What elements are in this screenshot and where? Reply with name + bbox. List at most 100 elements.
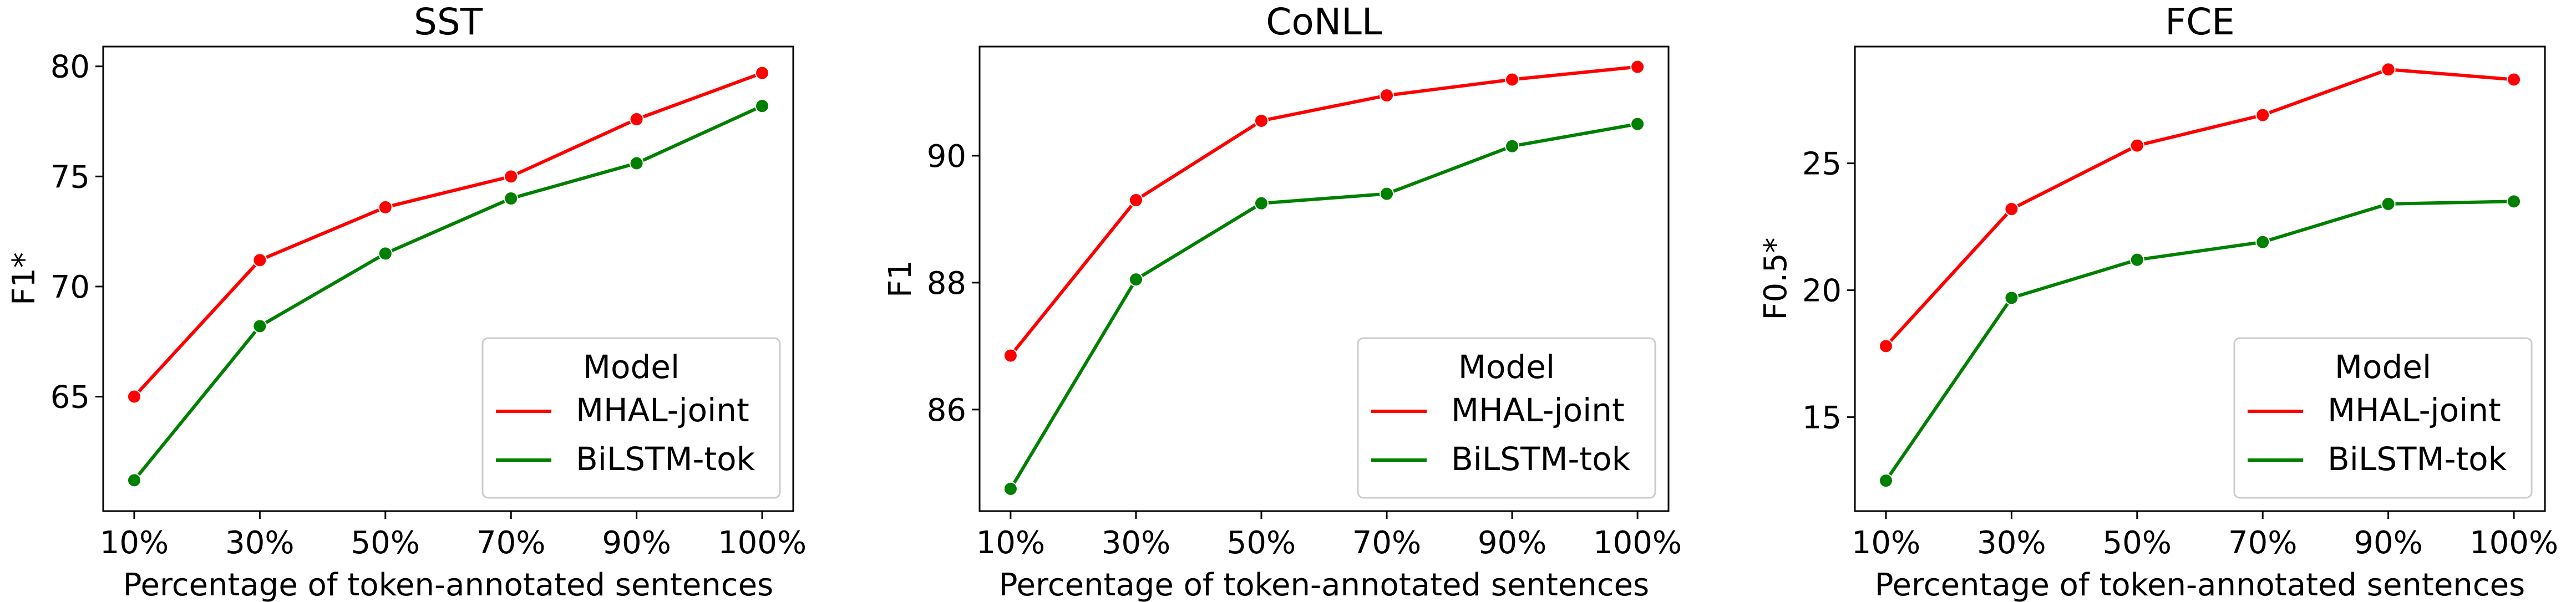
legend-label-mhal-joint: MHAL-joint <box>2327 391 2501 429</box>
data-point-mhal-joint <box>1254 113 1269 128</box>
data-point-bilstm-tok <box>2507 194 2522 209</box>
data-point-mhal-joint <box>1128 193 1143 208</box>
data-point-bilstm-tok <box>126 473 141 488</box>
x-axis-label: Percentage of token-annotated sentences <box>123 567 773 602</box>
legend-box <box>481 337 781 499</box>
y-tick-label: 15 <box>1802 400 1842 436</box>
x-tick-label: 70% <box>2228 525 2297 561</box>
data-point-mhal-joint <box>252 253 267 268</box>
x-tick-label: 100% <box>1593 525 1682 561</box>
data-point-mhal-joint <box>378 200 393 215</box>
legend-label-mhal-joint: MHAL-joint <box>1451 391 1625 429</box>
y-tick-label: 25 <box>1802 146 1842 182</box>
y-tick-label: 90 <box>927 139 966 175</box>
series-line-mhal-joint <box>1884 68 2514 348</box>
legend-title: Model <box>583 348 680 386</box>
x-tick-label: 30% <box>1102 525 1170 561</box>
x-tick-label: 10% <box>1852 525 1920 561</box>
data-point-bilstm-tok <box>2255 234 2270 249</box>
legend: Model MHAL-joint BiLSTM-tok <box>2233 337 2533 499</box>
y-tick-label: 70 <box>50 269 90 305</box>
y-tick-label: 80 <box>50 49 90 85</box>
chart-title: FCE <box>2165 1 2235 43</box>
legend-label-bilstm-tok: BiLSTM-tok <box>1451 440 1631 478</box>
data-point-mhal-joint <box>755 65 770 80</box>
legend-label-mhal-joint: MHAL-joint <box>576 391 749 429</box>
data-point-mhal-joint <box>1630 59 1645 74</box>
chart-panel-conll: CoNLL 10% 30% 50% 70% 90% 100% 86 88 90 Percentage… <box>883 1 1682 602</box>
plot-frame <box>102 45 794 512</box>
x-tick-label: 70% <box>476 525 545 561</box>
y-tick-label: 65 <box>50 379 90 415</box>
data-point-bilstm-tok <box>1003 481 1018 496</box>
x-tick-label: 50% <box>1227 525 1296 561</box>
y-axis-label: F0.5* <box>1758 237 1794 320</box>
data-point-bilstm-tok <box>1254 196 1269 211</box>
x-axis-label: Percentage of token-annotated sentences <box>999 567 1649 602</box>
series-line-bilstm-tok <box>1884 200 2514 482</box>
data-point-mhal-joint <box>629 112 644 127</box>
data-point-bilstm-tok <box>2381 196 2396 211</box>
x-tick-label: 50% <box>2103 525 2172 561</box>
data-point-bilstm-tok <box>504 191 519 206</box>
data-point-mhal-joint <box>2255 108 2270 123</box>
y-tick-label: 88 <box>927 266 966 302</box>
data-point-bilstm-tok <box>1505 139 1520 154</box>
x-tick-label: 90% <box>602 525 671 561</box>
chart-title: CoNLL <box>1266 1 1382 43</box>
data-point-mhal-joint <box>1003 348 1018 363</box>
data-point-bilstm-tok <box>252 319 267 334</box>
chart-panel-sst: SST 10% 30% 50% 70% 90% 100% 65 70 75 80 Percentage… <box>6 1 807 602</box>
x-tick-label: 30% <box>225 525 294 561</box>
data-point-bilstm-tok <box>1878 473 1893 488</box>
data-point-mhal-joint <box>1380 88 1395 103</box>
data-point-mhal-joint <box>126 389 141 404</box>
series-line-mhal-joint <box>133 71 763 398</box>
data-point-bilstm-tok <box>1128 272 1143 287</box>
data-point-mhal-joint <box>1505 72 1520 87</box>
chart-panel-fce: FCE 10% 30% 50% 70% 90% 100% 15 20 25 Percentage o… <box>1758 1 2558 602</box>
data-point-bilstm-tok <box>2004 290 2019 305</box>
legend-box <box>1357 337 1656 499</box>
data-point-mhal-joint <box>2129 138 2144 153</box>
data-point-mhal-joint <box>1878 339 1893 354</box>
legend-title: Model <box>1458 348 1555 386</box>
x-tick-label: 100% <box>718 525 807 561</box>
data-point-bilstm-tok <box>755 99 770 114</box>
data-point-bilstm-tok <box>1380 186 1395 201</box>
series-line-bilstm-tok <box>1009 122 1638 490</box>
data-point-bilstm-tok <box>629 156 644 171</box>
data-point-mhal-joint <box>2381 62 2396 77</box>
legend-label-bilstm-tok: BiLSTM-tok <box>576 440 755 478</box>
y-axis-label: F1* <box>6 252 42 305</box>
data-point-mhal-joint <box>2507 72 2522 87</box>
x-tick-label: 70% <box>1352 525 1421 561</box>
legend-title: Model <box>2335 348 2431 386</box>
series-line-mhal-joint <box>1009 65 1638 357</box>
y-tick-label: 20 <box>1802 273 1842 309</box>
data-point-bilstm-tok <box>1630 116 1645 131</box>
x-tick-label: 50% <box>351 525 420 561</box>
legend: Model MHAL-joint BiLSTM-tok <box>481 337 781 499</box>
data-point-bilstm-tok <box>378 246 393 261</box>
y-axis-label: F1 <box>883 260 919 298</box>
x-tick-label: 30% <box>1977 525 2046 561</box>
plot-frame <box>978 45 1670 512</box>
data-point-bilstm-tok <box>2129 252 2144 267</box>
x-tick-label: 10% <box>976 525 1045 561</box>
legend-label-bilstm-tok: BiLSTM-tok <box>2327 440 2507 478</box>
chart-title: SST <box>414 1 483 43</box>
x-tick-label: 100% <box>2469 525 2558 561</box>
x-tick-label: 90% <box>1478 525 1546 561</box>
legend-box <box>2233 337 2533 499</box>
x-tick-label: 90% <box>2354 525 2422 561</box>
x-tick-label: 10% <box>100 525 169 561</box>
series-line-bilstm-tok <box>133 104 763 482</box>
y-tick-label: 75 <box>50 159 90 195</box>
x-axis-label: Percentage of token-annotated sentences <box>1875 567 2525 602</box>
data-point-mhal-joint <box>504 169 519 184</box>
legend: Model MHAL-joint BiLSTM-tok <box>1357 337 1656 499</box>
plot-frame <box>1854 45 2546 512</box>
data-point-mhal-joint <box>2004 202 2019 217</box>
